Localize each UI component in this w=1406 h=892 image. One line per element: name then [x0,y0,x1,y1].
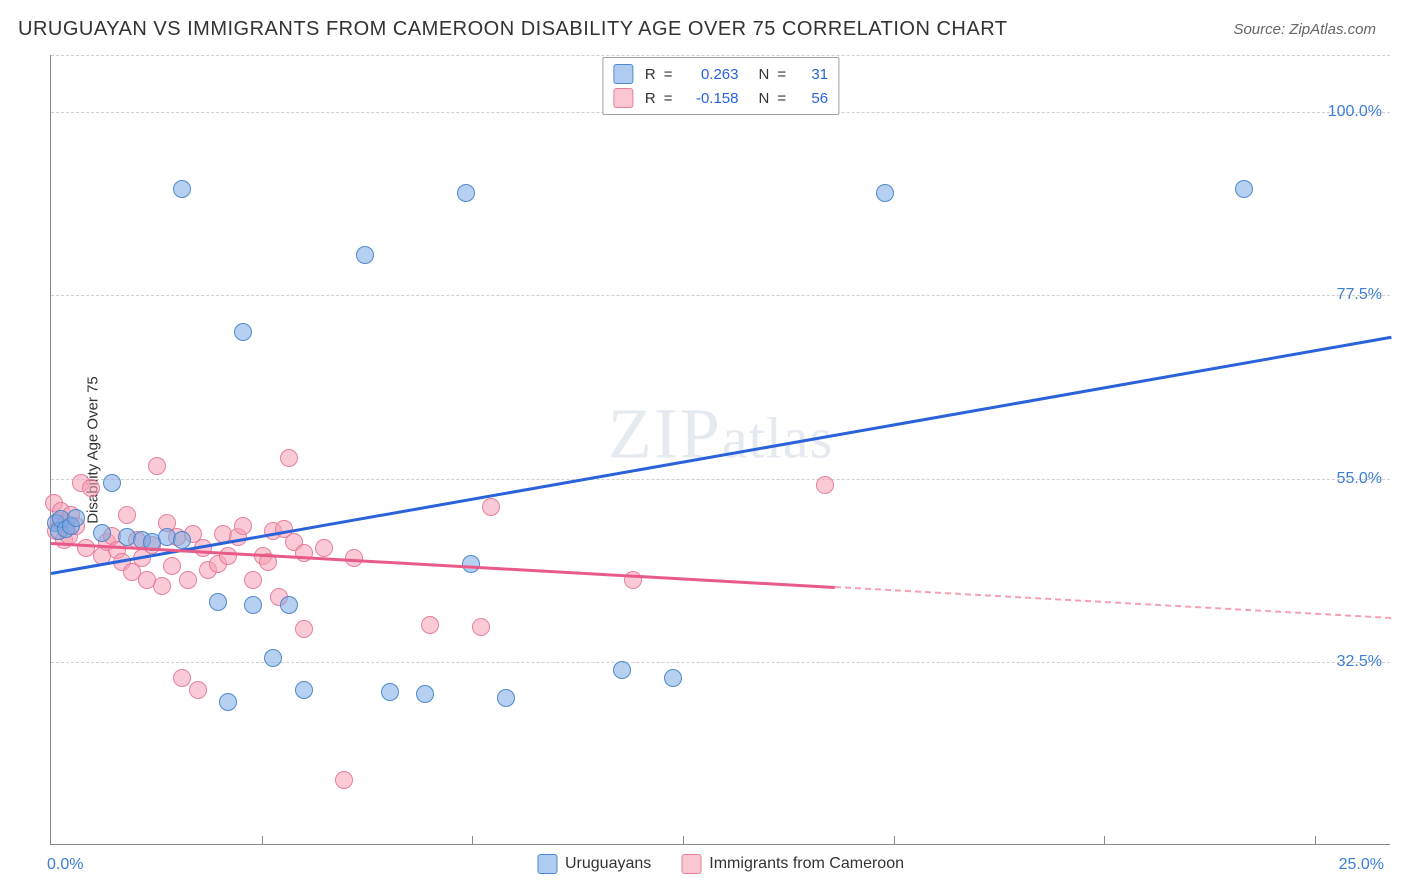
chart-title: URUGUAYAN VS IMMIGRANTS FROM CAMEROON DI… [18,18,1008,41]
correlation-legend: R=0.263N=31R=-0.158N=56 [602,57,839,115]
scatter-point-pink [335,771,353,789]
gridline-h [51,662,1390,663]
scatter-point-blue [497,689,515,707]
legend-item-blue: Uruguayans [537,854,651,874]
y-axis-label: Disability Age Over 75 [84,376,101,524]
gridline-h [51,479,1390,480]
scatter-point-blue [219,693,237,711]
trend-line-blue [51,336,1391,575]
legend-label: Uruguayans [565,855,651,873]
scatter-point-pink [118,506,136,524]
x-tick [1315,836,1316,844]
scatter-point-blue [234,323,252,341]
legend-row-pink: R=-0.158N=56 [613,86,828,110]
x-tick [262,836,263,844]
legend-swatch-blue-icon [537,854,557,874]
scatter-point-blue [1235,180,1253,198]
scatter-point-blue [244,596,262,614]
legend-swatch-pink-icon [681,854,701,874]
scatter-point-blue [295,681,313,699]
scatter-point-blue [876,184,894,202]
gridline-h [51,295,1390,296]
scatter-point-pink [472,618,490,636]
scatter-point-pink [421,616,439,634]
x-tick [683,836,684,844]
scatter-point-pink [82,479,100,497]
y-tick-label: 100.0% [1328,103,1382,121]
scatter-point-blue [416,685,434,703]
y-tick-label: 77.5% [1337,286,1382,304]
scatter-point-blue [67,509,85,527]
scatter-point-blue [173,180,191,198]
scatter-point-blue [462,555,480,573]
scatter-point-blue [381,683,399,701]
legend-item-pink: Immigrants from Cameroon [681,854,904,874]
x-tick-25: 25.0% [1339,856,1384,874]
trend-line-pink-dash [835,586,1391,619]
chart-plot-area: Disability Age Over 75 32.5% 55.0% 77.5% 10… [50,55,1390,845]
scatter-point-blue [173,531,191,549]
scatter-point-pink [189,681,207,699]
series-legend: Uruguayans Immigrants from Cameroon [537,854,904,874]
scatter-point-pink [280,449,298,467]
scatter-point-blue [664,669,682,687]
x-tick-0: 0.0% [47,856,83,874]
scatter-point-pink [153,577,171,595]
scatter-point-pink [295,620,313,638]
watermark: ZIPatlas [608,392,833,475]
scatter-point-blue [264,649,282,667]
scatter-point-pink [163,557,181,575]
scatter-point-pink [295,544,313,562]
x-tick [894,836,895,844]
scatter-point-pink [148,457,166,475]
x-tick [1104,836,1105,844]
scatter-point-blue [280,596,298,614]
y-tick-label: 55.0% [1337,470,1382,488]
scatter-point-pink [234,517,252,535]
scatter-point-pink [219,547,237,565]
scatter-point-blue [613,661,631,679]
y-tick-label: 32.5% [1337,653,1382,671]
legend-row-blue: R=0.263N=31 [613,62,828,86]
scatter-point-pink [179,571,197,589]
scatter-point-pink [244,571,262,589]
scatter-point-blue [457,184,475,202]
scatter-point-blue [103,474,121,492]
scatter-point-blue [93,524,111,542]
scatter-point-blue [209,593,227,611]
scatter-point-pink [315,539,333,557]
scatter-point-pink [173,669,191,687]
scatter-point-pink [482,498,500,516]
legend-swatch-blue [613,64,633,84]
legend-label: Immigrants from Cameroon [709,855,904,873]
scatter-point-pink [816,476,834,494]
x-tick [472,836,473,844]
chart-source: Source: ZipAtlas.com [1233,21,1376,38]
legend-swatch-pink [613,88,633,108]
scatter-point-blue [356,246,374,264]
